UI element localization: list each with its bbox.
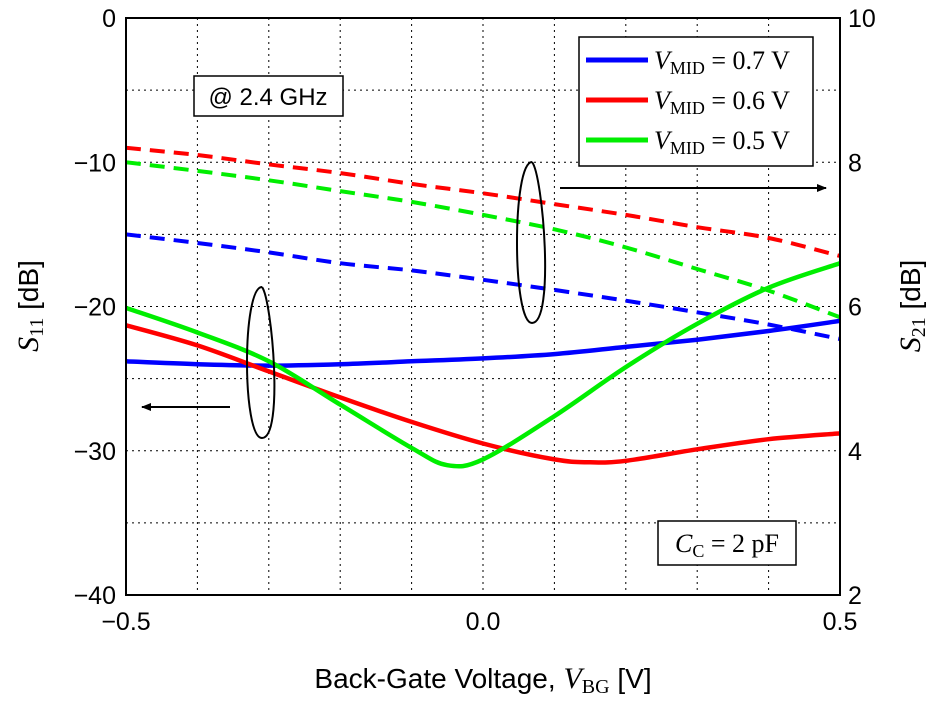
legend-label: VMID = 0.6 V (654, 86, 790, 118)
y-right-label-sub: 21 (908, 317, 930, 337)
legend-label: VMID = 0.7 V (654, 46, 790, 78)
coupling-sub: C (692, 541, 704, 561)
s21-series-line (126, 160, 840, 320)
s21-lines (126, 145, 840, 341)
y-left-tick-label: −20 (74, 294, 116, 322)
y-right-label-var: S (894, 337, 927, 352)
x-axis-label: Back-Gate Voltage, VBG [V] (314, 662, 651, 698)
y-right-tick-label: 4 (848, 438, 862, 466)
y-right-axis-label: S21 [dB] (894, 260, 930, 353)
legend-label-var: V (654, 86, 673, 115)
s11-bracket (246, 286, 276, 440)
y-left-axis-label: S11 [dB] (12, 260, 48, 352)
y-right-tick-label: 10 (848, 5, 876, 33)
legend-label-var: V (654, 46, 673, 75)
y-left-label-sub: 11 (26, 318, 48, 337)
y-left-tick-label: −10 (74, 149, 116, 177)
y-left-tick-label: −40 (74, 582, 116, 610)
s21-bracket (516, 161, 547, 325)
s21-axis-indicator (516, 161, 827, 325)
y-left-label-var: S (12, 337, 45, 352)
coupling-annotation-text: CC = 2 pF (675, 529, 779, 561)
frequency-annotation-box (193, 75, 344, 117)
legend-label-sub: MID (670, 138, 705, 158)
y-left-tick-label: 0 (102, 5, 116, 33)
frequency-annotation-text: @ 2.4 GHz (208, 84, 327, 111)
legend-label-value: = 0.6 V (705, 86, 790, 115)
s11-series-line (126, 261, 840, 469)
legend-label-sub: MID (670, 58, 705, 78)
s11-axis-indicator (141, 286, 276, 440)
x-tick-label: 0.0 (466, 608, 501, 636)
plot-frame (125, 17, 841, 596)
y-left-label-unit: [dB] (13, 260, 44, 318)
y-right-tick-label: 2 (848, 582, 862, 610)
frequency-annotation: @ 2.4 GHz (193, 75, 344, 117)
legend-label: VMID = 0.5 V (654, 126, 790, 158)
axis-ticks: −0.5 0.0 0.5 −40 −30 −20 −10 0 2 4 6 8 10 (74, 5, 876, 636)
coupling-var: C (675, 529, 693, 558)
s21-series-line (126, 232, 840, 341)
coupling-annotation-box (657, 520, 797, 566)
coupling-annotation: CC = 2 pF (657, 520, 797, 566)
x-axis-label-sub: BG (582, 676, 610, 698)
y-right-tick-label: 8 (848, 149, 862, 177)
x-tick-label: 0.5 (823, 608, 858, 636)
s21-series-line (126, 145, 840, 258)
x-tick-label: −0.5 (101, 608, 150, 636)
x-axis-label-var: V (563, 662, 585, 695)
coupling-value: = 2 pF (704, 529, 779, 558)
legend-label-sub: MID (670, 98, 705, 118)
y-right-tick-label: 6 (848, 294, 862, 322)
legend-label-value: = 0.5 V (705, 126, 790, 155)
legend-label-var: V (654, 126, 673, 155)
s11-series-line (126, 323, 840, 465)
x-axis-label-text: Back-Gate Voltage, (314, 663, 563, 694)
x-axis-label-unit: [V] (610, 663, 652, 694)
y-right-label-unit: [dB] (895, 260, 926, 318)
legend-label-value: = 0.7 V (705, 46, 790, 75)
y-left-tick-label: −30 (74, 438, 116, 466)
